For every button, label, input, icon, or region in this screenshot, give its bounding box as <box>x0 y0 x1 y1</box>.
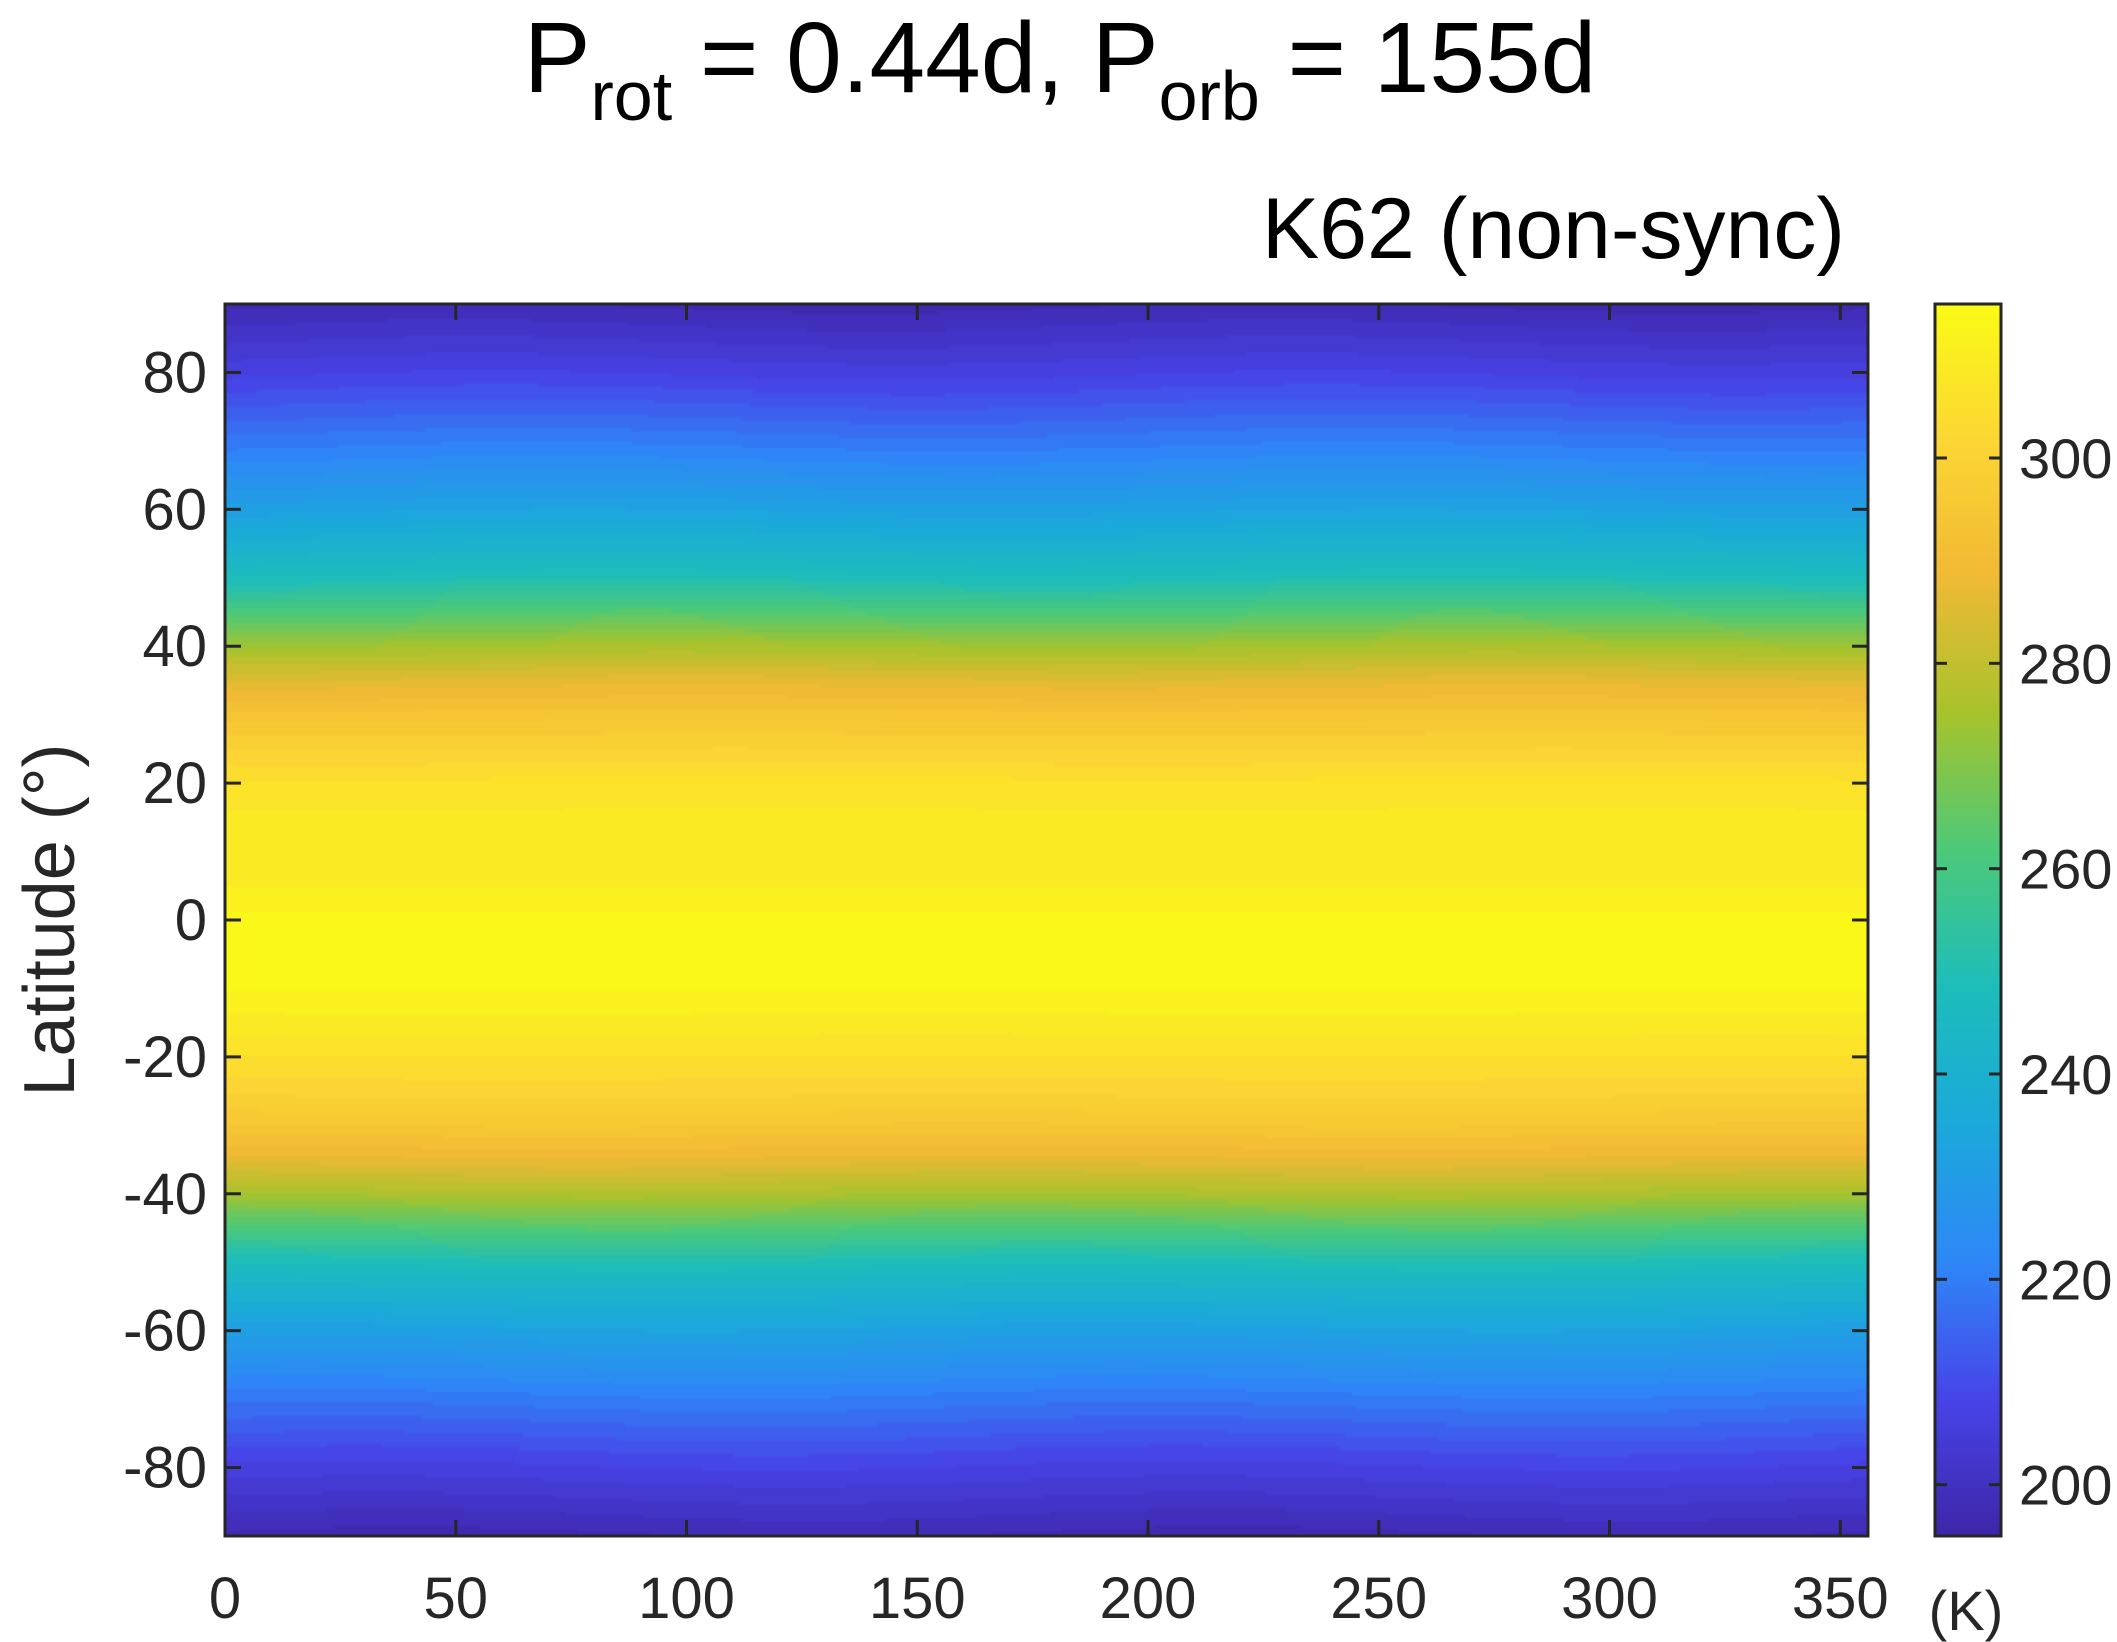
x-tick-label: 150 <box>869 1566 966 1631</box>
x-tick-label: 250 <box>1330 1566 1427 1631</box>
chart-title: Prot = 0.44d, Porb = 155d <box>524 2 1597 135</box>
y-tick-label: -40 <box>123 1162 207 1227</box>
colorbar <box>1933 302 2003 1538</box>
colorbar-tick-label: 260 <box>2019 838 2112 901</box>
x-tick-label: 350 <box>1792 1566 1889 1631</box>
colorbar-axis: 200 220 240 260 280 300 <box>1935 427 2112 1517</box>
title-part: rot <box>590 57 672 135</box>
x-axis: 0 50 100 150 200 250 300 350 <box>209 304 1889 1631</box>
colorbar-tick-label: 300 <box>2019 427 2112 490</box>
title-part: = 0.44d, P <box>672 2 1158 114</box>
x-tick-label: 0 <box>209 1566 241 1631</box>
title-part: P <box>524 2 591 114</box>
y-tick-label: 20 <box>142 751 207 816</box>
chart-subtitle: K62 (non-sync) <box>1262 181 1845 277</box>
x-tick-label: 300 <box>1561 1566 1658 1631</box>
colorbar-label: (K) <box>1929 1579 2004 1642</box>
x-tick-label: 100 <box>638 1566 735 1631</box>
y-tick-label: 80 <box>142 340 207 405</box>
x-tick-label: 200 <box>1100 1566 1197 1631</box>
colorbar-tick-label: 220 <box>2019 1248 2112 1311</box>
y-tick-label: -80 <box>123 1436 207 1501</box>
title-part: orb <box>1159 57 1260 135</box>
y-tick-label: -60 <box>123 1299 207 1364</box>
colorbar-tick-label: 240 <box>2019 1043 2112 1106</box>
heatmap-image <box>225 304 1868 1536</box>
y-axis: 80 60 40 20 0 -20 -40 -60 -80 <box>123 340 1868 1501</box>
y-tick-label: 60 <box>142 477 207 542</box>
title-part: = 155d <box>1260 2 1596 114</box>
colorbar-tick-label: 200 <box>2019 1454 2112 1517</box>
colorbar-tick-label: 280 <box>2019 632 2112 695</box>
y-axis-label: Latitude (°) <box>10 744 90 1097</box>
x-tick-label: 50 <box>424 1566 489 1631</box>
y-tick-label: 0 <box>175 888 207 953</box>
y-tick-label: -20 <box>123 1025 207 1090</box>
heatmap-field <box>225 304 1868 1536</box>
y-tick-label: 40 <box>142 614 207 679</box>
